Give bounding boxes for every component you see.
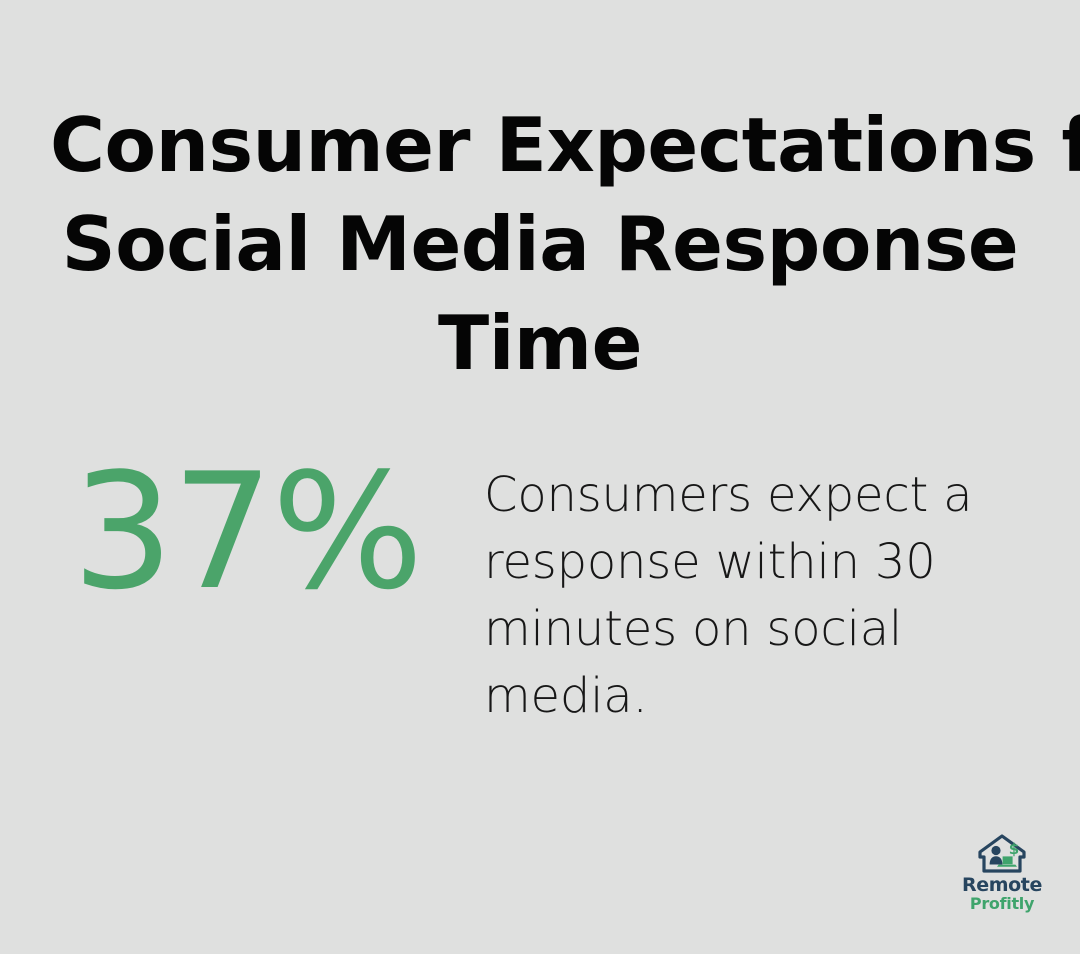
statistic-row: 37% Consumers expect a response within 3… [72, 452, 1012, 730]
title-line-3: Time [438, 299, 642, 387]
title-line-2: Social Media Response [61, 200, 1019, 288]
brand-logo: $ Remote Profitly [956, 833, 1048, 912]
logo-word-remote: Remote [962, 874, 1042, 896]
logo-wordmark: Remote Profitly [962, 876, 1042, 912]
svg-text:$: $ [1009, 840, 1019, 858]
stat-percentage-value: 37% [72, 438, 424, 625]
page-title: Consumer Expectations for Social Media R… [50, 96, 1080, 393]
logo-word-profitly: Profitly [969, 894, 1035, 913]
stat-description-text: Consumers expect a response within 30 mi… [484, 467, 973, 724]
title-line-1: Consumer Expectations for [50, 101, 1080, 189]
house-person-laptop-dollar-icon: $ [978, 834, 1026, 873]
